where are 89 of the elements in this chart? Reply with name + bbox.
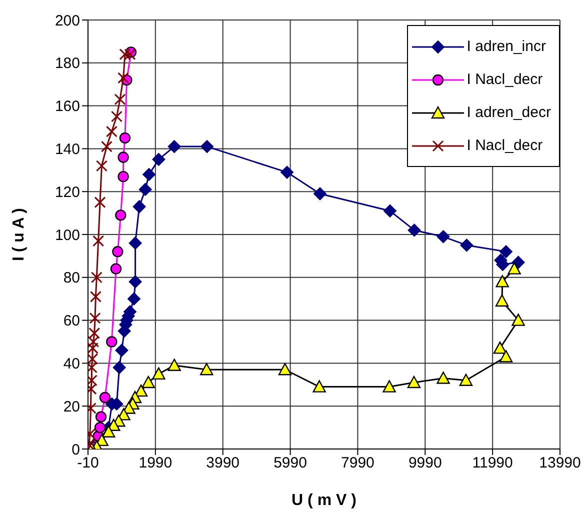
point bbox=[124, 48, 136, 60]
point bbox=[138, 182, 152, 196]
point bbox=[152, 367, 166, 380]
point bbox=[118, 152, 129, 163]
point bbox=[278, 363, 292, 376]
point bbox=[128, 236, 142, 250]
point bbox=[280, 166, 294, 179]
point bbox=[142, 168, 156, 181]
point bbox=[88, 342, 98, 354]
point bbox=[127, 292, 140, 306]
point bbox=[512, 256, 525, 269]
y-tick-label: 80 bbox=[63, 270, 80, 287]
point bbox=[96, 160, 108, 172]
point bbox=[112, 246, 124, 258]
x-tick-label: -10 bbox=[77, 454, 99, 472]
point bbox=[95, 411, 107, 422]
point bbox=[90, 272, 102, 284]
point bbox=[460, 238, 474, 252]
legend-label: I Nacl_decr bbox=[466, 71, 543, 88]
point bbox=[313, 187, 326, 200]
point bbox=[102, 425, 116, 438]
point bbox=[508, 262, 521, 274]
point bbox=[312, 380, 326, 392]
point bbox=[152, 152, 166, 166]
y-tick-label: 120 bbox=[54, 184, 80, 201]
point bbox=[132, 200, 146, 214]
x-tick-label: 11990 bbox=[472, 454, 513, 472]
point bbox=[436, 372, 450, 384]
point bbox=[495, 294, 509, 307]
point bbox=[134, 384, 148, 397]
point bbox=[119, 48, 131, 60]
point bbox=[436, 230, 450, 244]
y-axis-title: I ( u A ) bbox=[10, 208, 28, 262]
point bbox=[99, 392, 111, 404]
point bbox=[88, 327, 100, 339]
point bbox=[88, 336, 100, 348]
point bbox=[408, 224, 421, 237]
point bbox=[168, 358, 181, 371]
y-tick-label: 40 bbox=[63, 356, 80, 373]
x-tick-label: 1990 bbox=[138, 454, 172, 472]
y-tick-label: 140 bbox=[54, 141, 80, 158]
x-tick-label: 7990 bbox=[341, 454, 374, 472]
point bbox=[106, 336, 118, 348]
y-tick-label: 180 bbox=[54, 55, 80, 72]
x-tick-label: 13990 bbox=[539, 454, 581, 472]
point bbox=[496, 275, 509, 288]
y-tick-label: 60 bbox=[63, 312, 80, 330]
point bbox=[88, 353, 98, 365]
legend-label: I Nacl_decr bbox=[466, 137, 543, 154]
point bbox=[200, 363, 214, 376]
point bbox=[168, 140, 181, 154]
point bbox=[512, 314, 525, 326]
point bbox=[110, 110, 122, 122]
point bbox=[115, 344, 128, 357]
point bbox=[459, 374, 473, 386]
point bbox=[90, 290, 102, 302]
point bbox=[382, 380, 396, 392]
y-tick-label: 20 bbox=[63, 398, 80, 416]
point bbox=[100, 140, 112, 152]
point bbox=[94, 422, 106, 434]
x-axis-title: U ( m V ) bbox=[292, 492, 356, 509]
point bbox=[383, 204, 396, 218]
point bbox=[128, 275, 142, 288]
point bbox=[499, 245, 512, 258]
point bbox=[493, 342, 507, 354]
point bbox=[114, 94, 126, 106]
y-tick-label: 160 bbox=[54, 98, 80, 116]
point bbox=[499, 350, 513, 362]
point bbox=[118, 72, 130, 84]
point bbox=[142, 376, 155, 388]
legend-label: I adren_incr bbox=[466, 38, 546, 55]
point bbox=[115, 210, 126, 221]
x-tick-label: 9990 bbox=[408, 454, 442, 472]
x-tick-label: 5990 bbox=[274, 454, 307, 472]
y-tick-label: 0 bbox=[72, 441, 80, 458]
point bbox=[118, 170, 129, 182]
point bbox=[110, 263, 122, 274]
point bbox=[112, 360, 126, 374]
legend-label: I adren_decr bbox=[466, 104, 551, 121]
point bbox=[94, 196, 106, 208]
x-tick-label: 3990 bbox=[206, 454, 240, 472]
point bbox=[119, 132, 131, 144]
point bbox=[106, 126, 118, 138]
point bbox=[407, 376, 421, 388]
point bbox=[200, 140, 214, 154]
y-tick-label: 100 bbox=[54, 226, 80, 244]
point bbox=[92, 235, 104, 247]
point bbox=[89, 312, 101, 324]
y-tick-label: 200 bbox=[54, 12, 80, 30]
